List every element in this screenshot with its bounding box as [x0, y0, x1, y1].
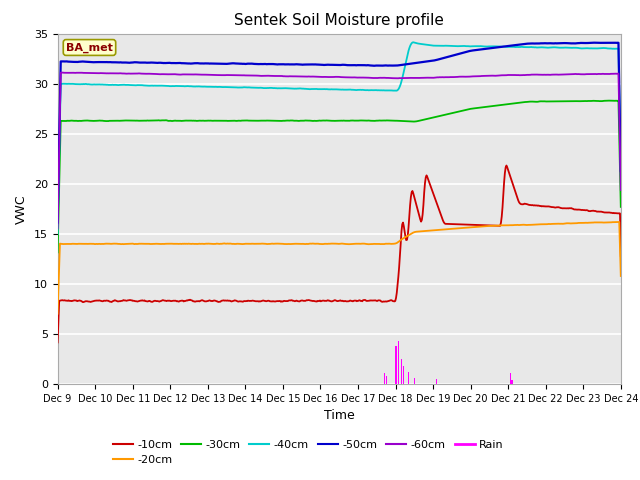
Bar: [401, 359, 402, 384]
Y-axis label: VWC: VWC: [15, 194, 28, 224]
Bar: [436, 379, 437, 384]
Bar: [403, 366, 404, 384]
Legend: -10cm, -20cm, -30cm, -40cm, -50cm, -60cm, Rain: -10cm, -20cm, -30cm, -40cm, -50cm, -60cm…: [108, 435, 508, 469]
Bar: [386, 376, 387, 384]
Bar: [511, 380, 513, 384]
Text: BA_met: BA_met: [66, 42, 113, 53]
Bar: [414, 378, 415, 384]
Bar: [510, 373, 511, 384]
Title: Sentek Soil Moisture profile: Sentek Soil Moisture profile: [234, 13, 444, 28]
Bar: [396, 346, 397, 384]
Bar: [408, 372, 409, 384]
Bar: [397, 341, 399, 384]
X-axis label: Time: Time: [324, 409, 355, 422]
Bar: [383, 373, 385, 384]
